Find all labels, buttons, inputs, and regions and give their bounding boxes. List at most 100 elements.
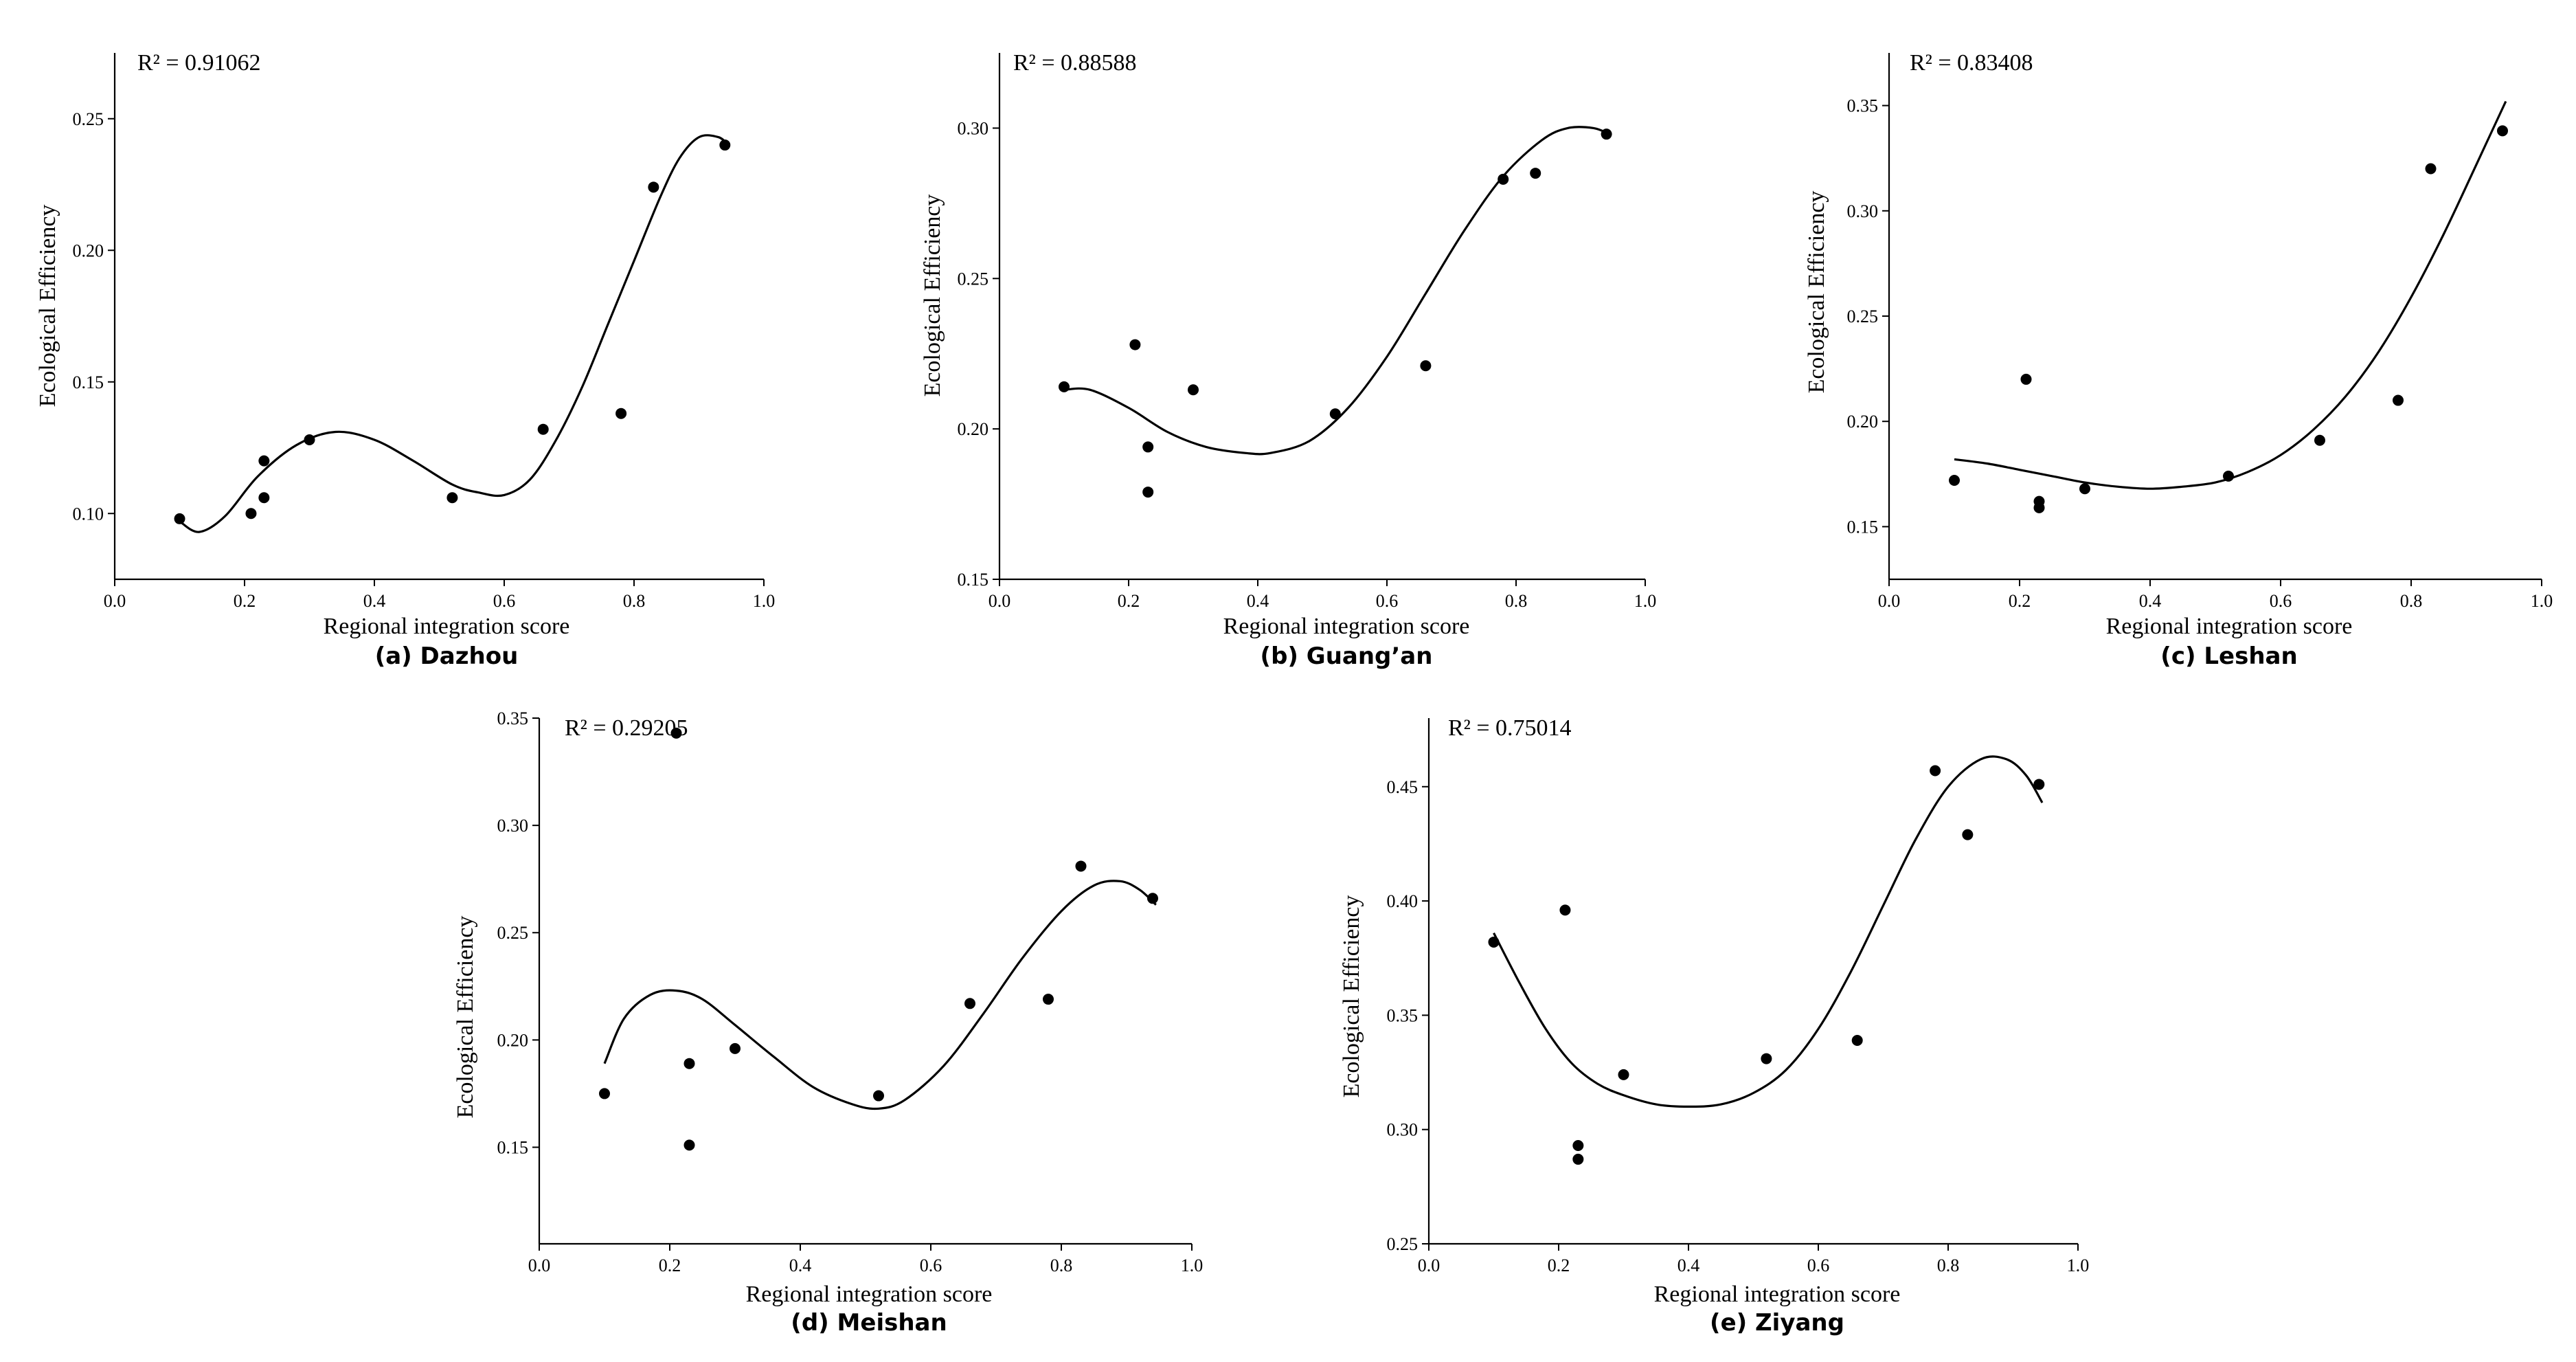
x-tick-label-b: 0.0	[988, 591, 1011, 611]
r2-label-b: R² = 0.88588	[1013, 50, 1137, 76]
y-axis-title-c: Ecological Efficiency	[1804, 191, 1829, 394]
data-point-c	[2497, 125, 2508, 137]
y-axis-title-d: Ecological Efficiency	[453, 916, 478, 1119]
data-point-c	[2314, 434, 2325, 446]
panel-e: R² = 0.75014 Ecological Efficiency Regio…	[1339, 715, 2089, 1337]
y-tick-label-a: 0.15	[73, 372, 104, 392]
fit-curve-b	[1063, 126, 1610, 456]
y-tick-label-b: 0.25	[958, 269, 989, 289]
x-tick-label-e: 0.2	[1548, 1255, 1570, 1275]
caption-e: (e) Ziyang	[1710, 1309, 1844, 1337]
x-tick-label-e: 0.4	[1677, 1255, 1700, 1275]
x-tick-label-b: 0.8	[1505, 591, 1528, 611]
data-point-b	[1329, 408, 1341, 420]
x-tick-label-d: 0.0	[528, 1255, 551, 1275]
data-point-e	[1761, 1053, 1772, 1064]
data-point-d	[683, 1058, 695, 1069]
x-tick-label-c: 0.6	[2270, 591, 2292, 611]
x-tick-label-d: 0.8	[1050, 1255, 1073, 1275]
y-tick-label-d: 0.30	[497, 816, 529, 836]
x-tick-label-b: 0.2	[1118, 591, 1140, 611]
x-tick-label-c: 0.0	[1878, 591, 1901, 611]
data-point-e	[1488, 936, 1500, 948]
x-tick-label-e: 1.0	[2067, 1255, 2090, 1275]
y-tick-label-c: 0.35	[1847, 96, 1879, 116]
data-point-a	[245, 508, 257, 520]
x-tick-label-d: 0.2	[659, 1255, 681, 1275]
y-tick-label-d: 0.25	[497, 923, 529, 943]
y-tick-label-c: 0.20	[1847, 412, 1879, 432]
data-point-e	[1962, 829, 1974, 840]
data-point-d	[599, 1088, 610, 1099]
x-axis-title-c: Regional integration score	[2106, 614, 2353, 639]
panel-d: R² = 0.29205 Ecological Efficiency Regio…	[453, 708, 1203, 1337]
data-point-b	[1142, 441, 1154, 453]
y-tick-label-b: 0.15	[958, 570, 989, 590]
y-tick-label-d: 0.35	[497, 708, 529, 728]
panel-b: R² = 0.88588 Ecological Efficiency Regio…	[920, 50, 1656, 670]
panel-c: R² = 0.83408 Ecological Efficiency Regio…	[1804, 50, 2553, 670]
x-tick-label-b: 0.4	[1247, 591, 1269, 611]
data-point-a	[258, 455, 270, 467]
y-tick-label-c: 0.30	[1847, 201, 1879, 221]
r2-label-d: R² = 0.29205	[565, 715, 688, 741]
fit-curve-d	[603, 880, 1157, 1110]
y-tick-label-e: 0.30	[1387, 1120, 1419, 1140]
fit-curve-a	[179, 134, 730, 533]
x-tick-label-b: 1.0	[1634, 591, 1657, 611]
y-tick-label-e: 0.25	[1387, 1234, 1419, 1254]
x-tick-label-d: 0.6	[920, 1255, 942, 1275]
y-axis-title-a: Ecological Efficiency	[35, 205, 60, 408]
x-tick-label-d: 0.4	[789, 1255, 812, 1275]
y-tick-label-b: 0.30	[958, 118, 989, 138]
y-tick-label-a: 0.25	[73, 109, 104, 129]
x-tick-label-a: 0.8	[623, 591, 646, 611]
y-tick-label-c: 0.25	[1847, 306, 1879, 326]
data-point-b	[1142, 487, 1154, 498]
x-tick-label-e: 0.6	[1807, 1255, 1830, 1275]
data-point-a	[258, 492, 270, 504]
caption-d: (d) Meishan	[791, 1309, 947, 1337]
x-tick-label-c: 0.4	[2139, 591, 2162, 611]
y-tick-label-d: 0.20	[497, 1030, 529, 1050]
x-tick-label-a: 1.0	[753, 591, 776, 611]
x-tick-label-c: 1.0	[2531, 591, 2553, 611]
data-point-d	[1043, 994, 1054, 1005]
r2-label-c: R² = 0.83408	[1910, 50, 2033, 76]
x-tick-label-a: 0.6	[493, 591, 516, 611]
r2-label-e: R² = 0.75014	[1448, 715, 1572, 741]
data-point-a	[304, 434, 315, 446]
x-tick-label-c: 0.2	[2009, 591, 2031, 611]
y-axis-title-b: Ecological Efficiency	[920, 194, 945, 397]
caption-c: (c) Leshan	[2160, 643, 2297, 670]
x-axis-title-d: Regional integration score	[746, 1282, 993, 1307]
y-tick-label-e: 0.40	[1387, 891, 1419, 911]
data-point-d	[873, 1090, 884, 1102]
y-axis-title-e: Ecological Efficiency	[1339, 895, 1364, 1098]
data-point-e	[1618, 1069, 1629, 1080]
y-tick-label-e: 0.45	[1387, 777, 1419, 797]
data-point-a	[719, 139, 731, 151]
data-point-b	[1188, 384, 1199, 396]
y-tick-label-d: 0.15	[497, 1137, 529, 1157]
x-tick-label-e: 0.8	[1937, 1255, 1960, 1275]
x-axis-title-e: Regional integration score	[1654, 1282, 1901, 1307]
data-point-a	[615, 408, 627, 419]
y-tick-label-a: 0.20	[73, 241, 104, 260]
panel-a: R² = 0.91062 Ecological Efficiency Regio…	[35, 50, 775, 670]
r2-label-a: R² = 0.91062	[137, 50, 261, 76]
data-point-b	[1530, 168, 1541, 179]
data-point-e	[2033, 779, 2045, 790]
data-point-a	[537, 423, 549, 435]
data-point-d	[1075, 860, 1087, 872]
data-point-d	[730, 1042, 741, 1054]
x-axis-title-a: Regional integration score	[324, 614, 570, 639]
caption-b: (b) Guang’an	[1261, 643, 1433, 670]
data-point-a	[447, 492, 458, 504]
data-point-e	[1559, 904, 1571, 916]
y-tick-label-c: 0.15	[1847, 517, 1879, 537]
x-tick-label-a: 0.0	[104, 591, 126, 611]
data-point-e	[1572, 1153, 1584, 1165]
data-point-b	[1059, 381, 1070, 392]
